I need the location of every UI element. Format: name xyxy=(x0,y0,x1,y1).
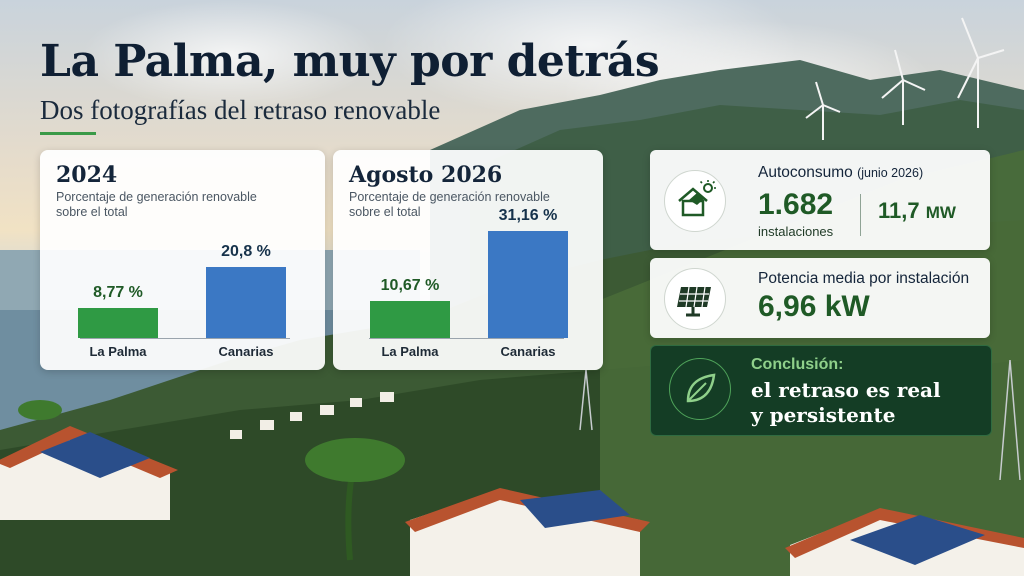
autoconsumo-card: Autoconsumo (junio 2026) 1.682 instalaci… xyxy=(650,150,990,250)
bar-value-label: 8,77 % xyxy=(93,283,143,301)
potencia-card: Potencia media por instalación 6,96 kW xyxy=(650,258,990,338)
bar-canarias xyxy=(206,266,286,338)
chart-description: Porcentaje de generación renovable sobre… xyxy=(56,190,257,219)
chart-axis xyxy=(80,338,290,339)
solar-house-icon xyxy=(664,170,726,232)
autoconsumo-heading: Autoconsumo (junio 2026) xyxy=(758,164,923,182)
chart-axis xyxy=(369,338,564,339)
power-unit: MW xyxy=(925,203,956,222)
chart-card-2024: 2024 Porcentaje de generación renovable … xyxy=(40,150,325,370)
power-total: 11,7 MW xyxy=(878,198,956,224)
chart-card-2026: Agosto 2026 Porcentaje de generación ren… xyxy=(333,150,603,370)
solar-panel-icon xyxy=(664,268,726,330)
bar-value-label: 10,67 % xyxy=(380,277,440,295)
potencia-heading: Potencia media por instalación xyxy=(758,270,970,287)
title-underline xyxy=(40,132,96,135)
installations-label: instalaciones xyxy=(758,224,834,239)
chart-title: 2024 xyxy=(56,162,118,188)
chart-description: Porcentaje de generación renovable sobre… xyxy=(349,190,550,219)
page-title: La Palma, muy por detrás xyxy=(40,36,660,87)
category-label: La Palma xyxy=(381,344,439,359)
bar-canarias xyxy=(488,230,568,338)
bar-la-palma xyxy=(370,301,450,338)
power-value: 11,7 xyxy=(878,198,920,223)
leaf-icon xyxy=(669,358,731,420)
bar-value-label: 31,16 % xyxy=(498,206,558,224)
autoconsumo-title: Autoconsumo xyxy=(758,164,853,181)
installations-value: 1.682 xyxy=(758,188,834,221)
cloud xyxy=(80,0,380,110)
page-subtitle: Dos fotografías del retraso renovable xyxy=(40,95,441,125)
category-label: La Palma xyxy=(89,344,147,359)
conclusion-card: Conclusión: el retraso es real y persist… xyxy=(650,345,992,436)
category-label: Canarias xyxy=(500,344,556,359)
conclusion-text-line2: y persistente xyxy=(751,403,896,427)
category-label: Canarias xyxy=(218,344,274,359)
bar-value-label: 20,8 % xyxy=(221,242,271,260)
conclusion-label: Conclusión: xyxy=(751,356,844,373)
bar-la-palma xyxy=(78,307,158,338)
potencia-value: 6,96 kW xyxy=(758,290,870,323)
conclusion-text-line1: el retraso es real xyxy=(751,378,941,402)
stat-divider xyxy=(860,194,861,236)
autoconsumo-date: (junio 2026) xyxy=(857,166,924,180)
chart-title: Agosto 2026 xyxy=(349,162,503,188)
